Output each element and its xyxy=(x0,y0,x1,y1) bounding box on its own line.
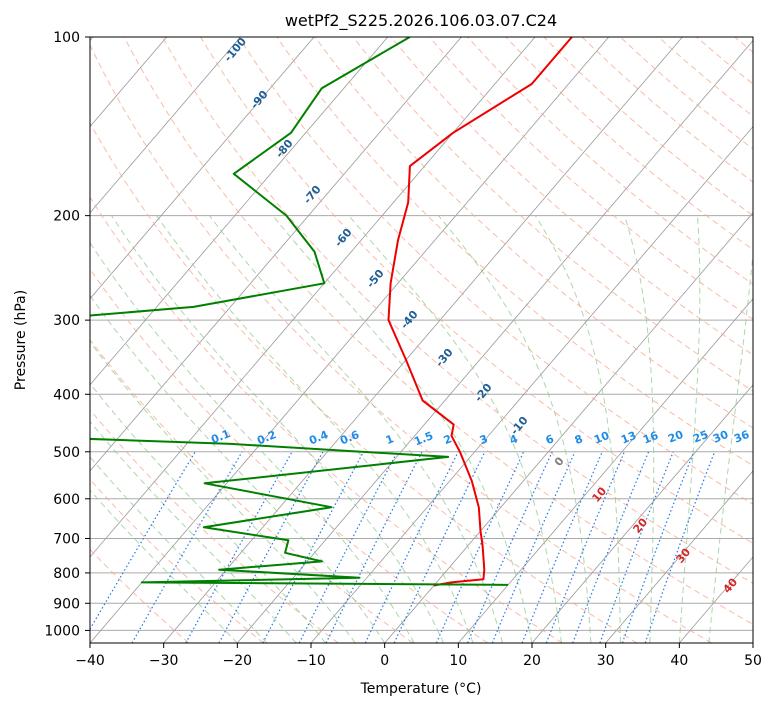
y-tick-label: 900 xyxy=(53,596,80,612)
y-tick-label: 700 xyxy=(53,532,80,548)
x-tick-label: 50 xyxy=(744,653,762,669)
chart-title: wetPf2_S225.2026.106.03.07.C24 xyxy=(285,11,557,31)
x-tick-label: −40 xyxy=(75,653,105,669)
y-tick-label: 600 xyxy=(53,492,80,508)
x-tick-label: 20 xyxy=(523,653,541,669)
y-tick-label: 1000 xyxy=(44,623,80,639)
x-tick-label: 10 xyxy=(449,653,467,669)
x-tick-label: −20 xyxy=(223,653,253,669)
x-tick-label: 30 xyxy=(597,653,615,669)
x-tick-label: −30 xyxy=(149,653,179,669)
x-tick-label: −10 xyxy=(296,653,326,669)
y-tick-label: 500 xyxy=(53,445,80,461)
x-axis-title: Temperature (°C) xyxy=(360,681,482,697)
y-tick-label: 200 xyxy=(53,209,80,225)
y-tick-label: 300 xyxy=(53,313,80,329)
y-tick-label: 100 xyxy=(53,30,80,46)
y-tick-label: 800 xyxy=(53,566,80,582)
y-axis-title: Pressure (hPa) xyxy=(13,290,29,390)
x-tick-label: 0 xyxy=(380,653,389,669)
x-tick-label: 40 xyxy=(670,653,688,669)
y-tick-label: 400 xyxy=(53,387,80,403)
